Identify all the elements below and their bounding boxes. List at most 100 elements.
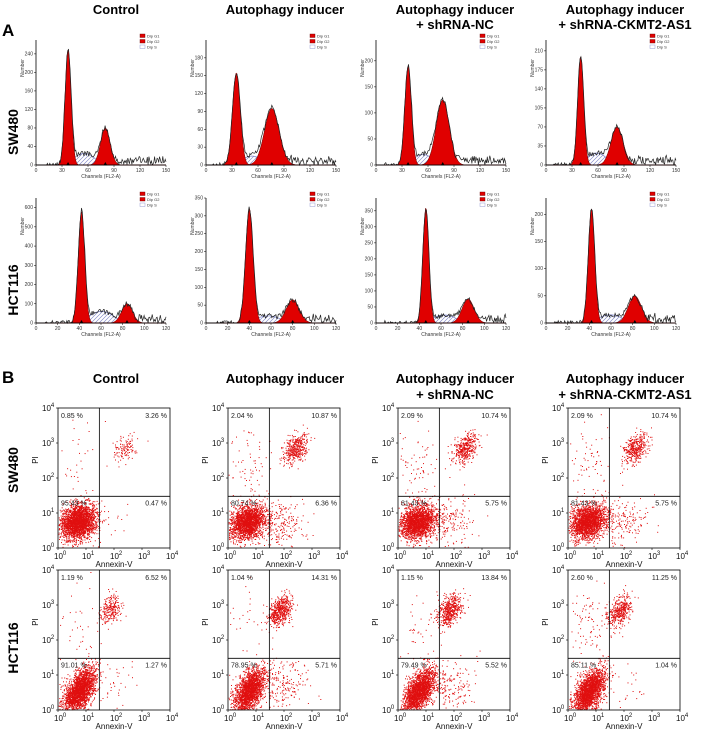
hatch-line <box>312 315 336 323</box>
y-tick-label: 160 <box>25 88 34 94</box>
scatter-point <box>70 505 72 506</box>
hatch-line <box>284 315 336 323</box>
scatter-point <box>91 522 93 524</box>
scatter-point <box>249 510 251 512</box>
scatter-point <box>79 529 81 531</box>
legend-label: Dip G1 <box>487 33 500 38</box>
scatter-point <box>238 513 239 515</box>
scatter-point <box>77 502 79 504</box>
hatch-line <box>376 154 401 165</box>
col-header-a-1: Control <box>93 2 139 17</box>
scatter-point <box>70 507 72 509</box>
scatter-point <box>103 520 105 522</box>
scatter-point <box>90 514 92 516</box>
scatter-point <box>236 512 238 514</box>
scatter-point <box>244 513 246 515</box>
dip-s-hatch <box>36 153 166 165</box>
scatter-point <box>75 511 77 513</box>
y-tick-label: 150 <box>195 267 204 273</box>
dip-g1-peak <box>546 208 676 324</box>
y-tick-label: 300 <box>25 263 34 269</box>
scatter-point <box>259 524 261 526</box>
x-tick-label: 60 <box>438 326 444 332</box>
scatter-point <box>64 525 66 527</box>
col-header-a-2: Autophagy inducer <box>226 2 344 17</box>
scatter-point <box>127 452 129 454</box>
scatter-point <box>67 524 69 525</box>
scatter-point <box>237 537 239 539</box>
scatter-point <box>74 524 76 526</box>
scatter-point <box>65 473 67 475</box>
scatter-point <box>72 529 73 531</box>
scatter-point <box>85 490 87 492</box>
scatter-point <box>265 521 267 523</box>
scatter-point <box>252 508 254 509</box>
x-tick-label: 120 <box>476 168 485 174</box>
scatter-point <box>121 448 123 450</box>
scatter-point <box>70 517 72 519</box>
scatter-point <box>242 513 244 515</box>
scatter-point <box>62 515 64 517</box>
data-envelope <box>36 207 167 325</box>
scatter-point <box>88 526 90 528</box>
scatter-point <box>63 519 65 521</box>
scatter-point <box>252 525 254 527</box>
scatter-point <box>88 529 90 531</box>
scatter-point <box>110 534 112 536</box>
scatter-point <box>232 517 234 519</box>
scatter-point <box>78 534 80 536</box>
legend-swatch <box>479 191 486 196</box>
scatter-point <box>97 503 99 505</box>
scatter-point <box>130 445 132 447</box>
scatter-point <box>66 523 68 525</box>
scatter-point <box>75 507 77 509</box>
scatter-point <box>89 524 91 526</box>
scatter-point <box>239 519 241 521</box>
scatter-point <box>83 514 85 516</box>
scatter-point <box>93 510 94 512</box>
scatter-point <box>245 509 247 511</box>
scatter-point <box>85 528 87 530</box>
scatter-point <box>91 521 93 523</box>
scatter-point <box>77 516 79 518</box>
scatter-point <box>238 524 240 526</box>
scatter-point <box>265 511 266 513</box>
scatter-point <box>77 533 79 535</box>
scatter-point <box>76 527 78 529</box>
dip-g1-peak <box>376 207 506 324</box>
scatter-point <box>248 505 250 507</box>
scatter-point <box>82 508 84 510</box>
scatter-point <box>81 505 83 507</box>
scatter-point <box>81 521 83 523</box>
scatter-point <box>242 507 244 508</box>
hatch-line <box>300 315 336 323</box>
scatter-point <box>64 543 66 545</box>
scatter-point <box>92 449 94 451</box>
scatter-point <box>123 448 125 450</box>
scatter-point <box>79 523 81 525</box>
scatter-point <box>60 534 62 536</box>
scatter-point <box>63 526 65 528</box>
legend-label: Dip G1 <box>487 191 500 196</box>
scatter-point <box>236 515 238 517</box>
scatter-point <box>127 503 129 505</box>
scatter-point <box>62 515 63 517</box>
scatter-point <box>241 535 243 537</box>
scatter-point <box>87 512 89 514</box>
scatter-point <box>65 517 67 518</box>
scatter-point <box>72 500 74 502</box>
scatter-point <box>242 524 244 526</box>
scatter-point <box>258 532 260 534</box>
scatter-point <box>247 500 249 502</box>
scatter-point <box>90 525 92 527</box>
scatter-point <box>59 528 61 529</box>
scatter-point <box>249 530 251 532</box>
scatter-point <box>77 522 79 524</box>
scatter-point <box>78 517 80 519</box>
scatter-point <box>91 520 93 522</box>
scatter-point <box>250 529 252 531</box>
scatter-point <box>82 505 84 507</box>
scatter-point <box>83 532 85 534</box>
scatter-point <box>127 446 129 448</box>
scatter-point <box>85 499 87 501</box>
